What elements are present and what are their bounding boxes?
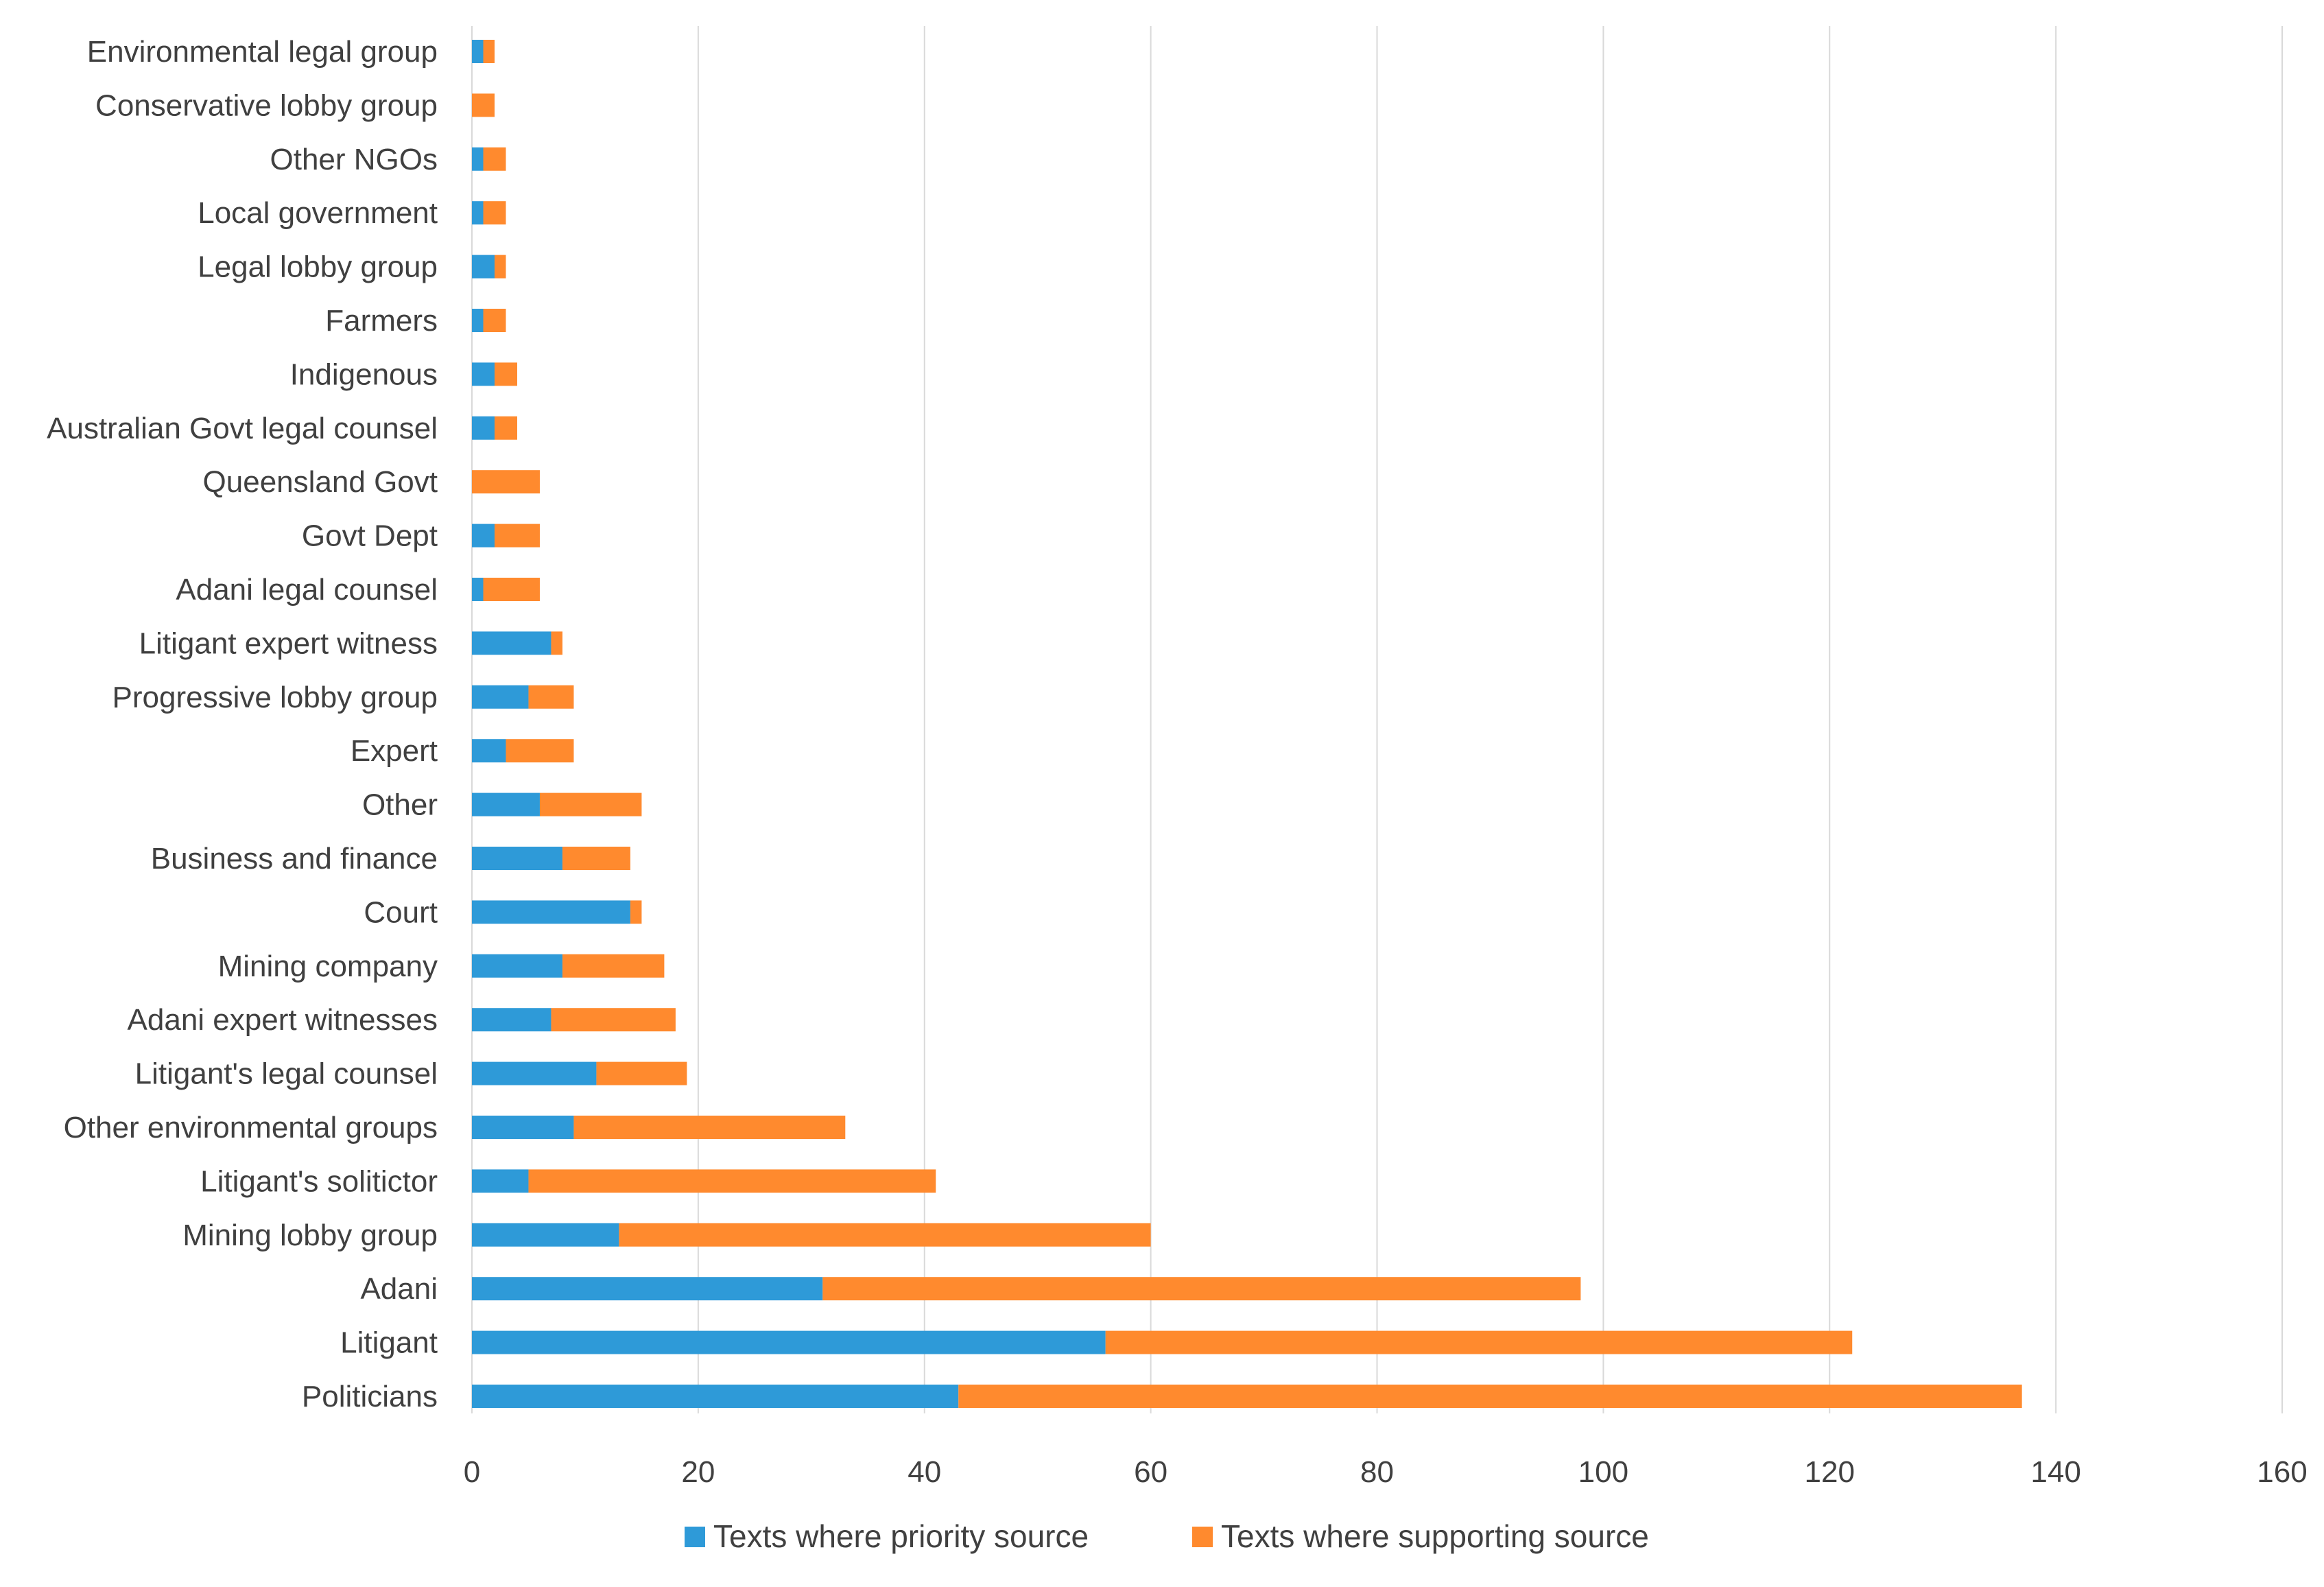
bar-segment-supporting [483,578,540,601]
bar-segment-priority [472,739,506,763]
bar-segment-priority [472,792,540,816]
bar-segment-priority [472,1385,959,1408]
x-tick-label: 0 [464,1455,480,1489]
category-label: Local government [198,196,438,230]
category-label: Australian Govt legal counsel [47,412,438,445]
bar-segment-supporting [494,255,506,279]
bar-segment-priority [472,578,484,601]
bar-segment-supporting [1105,1330,1853,1354]
bar-segment-supporting [494,524,540,548]
legend-label-priority: Texts where priority source [713,1518,1089,1554]
bar-segment-supporting [551,631,562,655]
bar-segment-priority [472,685,529,709]
bar-segment-supporting [506,739,574,763]
bar-segment-priority [472,416,495,440]
bar-segment-priority [472,847,562,870]
bar-segment-priority [472,1008,552,1032]
bar-segment-supporting [494,362,517,386]
bar-segment-priority [472,1330,1106,1354]
category-label: Legal lobby group [198,250,438,284]
bar-segment-supporting [958,1385,2022,1408]
category-label: Mining lobby group [182,1219,438,1252]
category-label: Litigant's solitictor [200,1164,438,1198]
bar-segment-supporting [494,416,517,440]
category-label: Other environmental groups [64,1111,438,1144]
bar-segment-supporting [822,1277,1581,1301]
x-tick-label: 20 [681,1455,715,1489]
bar-segment-supporting [483,40,495,63]
bar-segment-priority [472,201,484,225]
category-label: Conservative lobby group [95,89,438,122]
legend-swatch-supporting [1192,1527,1213,1547]
bar-segment-priority [472,40,484,63]
category-label: Adani expert witnesses [128,1003,438,1037]
x-tick-label: 140 [2030,1455,2080,1489]
category-label: Adani legal counsel [176,573,438,607]
category-labels: Environmental legal group Conservative lo… [47,35,438,1413]
value-axis: 0 20 40 60 80 100 120 140 160 [464,1455,2308,1489]
bar-segment-supporting [472,470,540,494]
bar-segment-priority [472,309,484,332]
category-label: Adani [360,1272,438,1306]
bar-segment-supporting [619,1223,1151,1247]
bar-segment-supporting [562,847,630,870]
bar-segment-priority [472,954,562,978]
category-label: Govt Dept [302,519,438,553]
bar-segment-priority [472,524,495,548]
legend-label-supporting: Texts where supporting source [1221,1518,1649,1554]
bar-segment-priority [472,1116,574,1139]
category-label: Litigant expert witness [139,626,438,660]
category-label: Progressive lobby group [112,681,438,714]
bar-segment-priority [472,1277,823,1301]
bar-segment-supporting [483,147,506,171]
category-label: Other [362,788,438,822]
bar-segment-priority [472,362,495,386]
category-label: Court [364,895,438,929]
legend-swatch-priority [685,1527,705,1547]
bar-segment-supporting [472,93,495,117]
bar-segment-priority [472,147,484,171]
category-label: Business and finance [151,842,438,875]
bar-segment-priority [472,900,630,924]
x-tick-label: 100 [1578,1455,1628,1489]
bar-segment-supporting [528,685,574,709]
x-tick-label: 160 [2257,1455,2307,1489]
category-label: Politicians [302,1380,438,1413]
x-tick-label: 60 [1134,1455,1167,1489]
category-label: Litigant's legal counsel [135,1057,438,1091]
category-label: Expert [351,734,438,768]
category-label: Farmers [325,304,438,338]
category-label: Mining company [218,950,438,983]
legend: Texts where priority source Texts where s… [685,1518,1649,1554]
x-tick-label: 40 [908,1455,941,1489]
category-label: Environmental legal group [87,35,438,69]
x-tick-label: 120 [1805,1455,1855,1489]
bar-segment-priority [472,1223,619,1247]
bar-segment-supporting [562,954,665,978]
grid-lines [471,26,2283,1413]
bars [472,40,2022,1408]
bar-segment-supporting [630,900,642,924]
bar-segment-supporting [483,309,506,332]
bar-segment-supporting [596,1061,687,1085]
bar-segment-supporting [483,201,506,225]
bar-segment-supporting [539,792,642,816]
bar-segment-supporting [528,1169,936,1193]
bar-segment-priority [472,255,495,279]
bar-segment-priority [472,1061,597,1085]
category-label: Indigenous [290,357,438,391]
x-tick-label: 80 [1360,1455,1394,1489]
category-label: Litigant [340,1326,438,1360]
bar-segment-supporting [573,1116,846,1139]
bar-segment-priority [472,1169,529,1193]
category-label: Queensland Govt [203,465,438,499]
bar-segment-supporting [551,1008,676,1032]
bar-segment-priority [472,631,552,655]
category-label: Other NGOs [270,143,438,176]
